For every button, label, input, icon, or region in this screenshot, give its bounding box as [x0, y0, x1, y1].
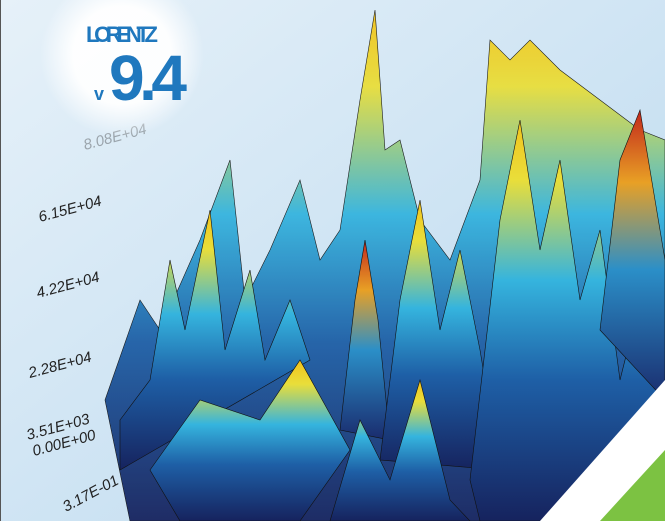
logo-version-prefix: v [94, 84, 104, 104]
logo-badge [40, 0, 204, 137]
logo-name: LORENTZ [86, 22, 158, 47]
logo-version: 9.4 [109, 42, 187, 114]
corner-accent [600, 450, 665, 521]
surface-plot [104, 9, 665, 521]
logo: LORENTZ v 9.4 [40, 0, 204, 137]
